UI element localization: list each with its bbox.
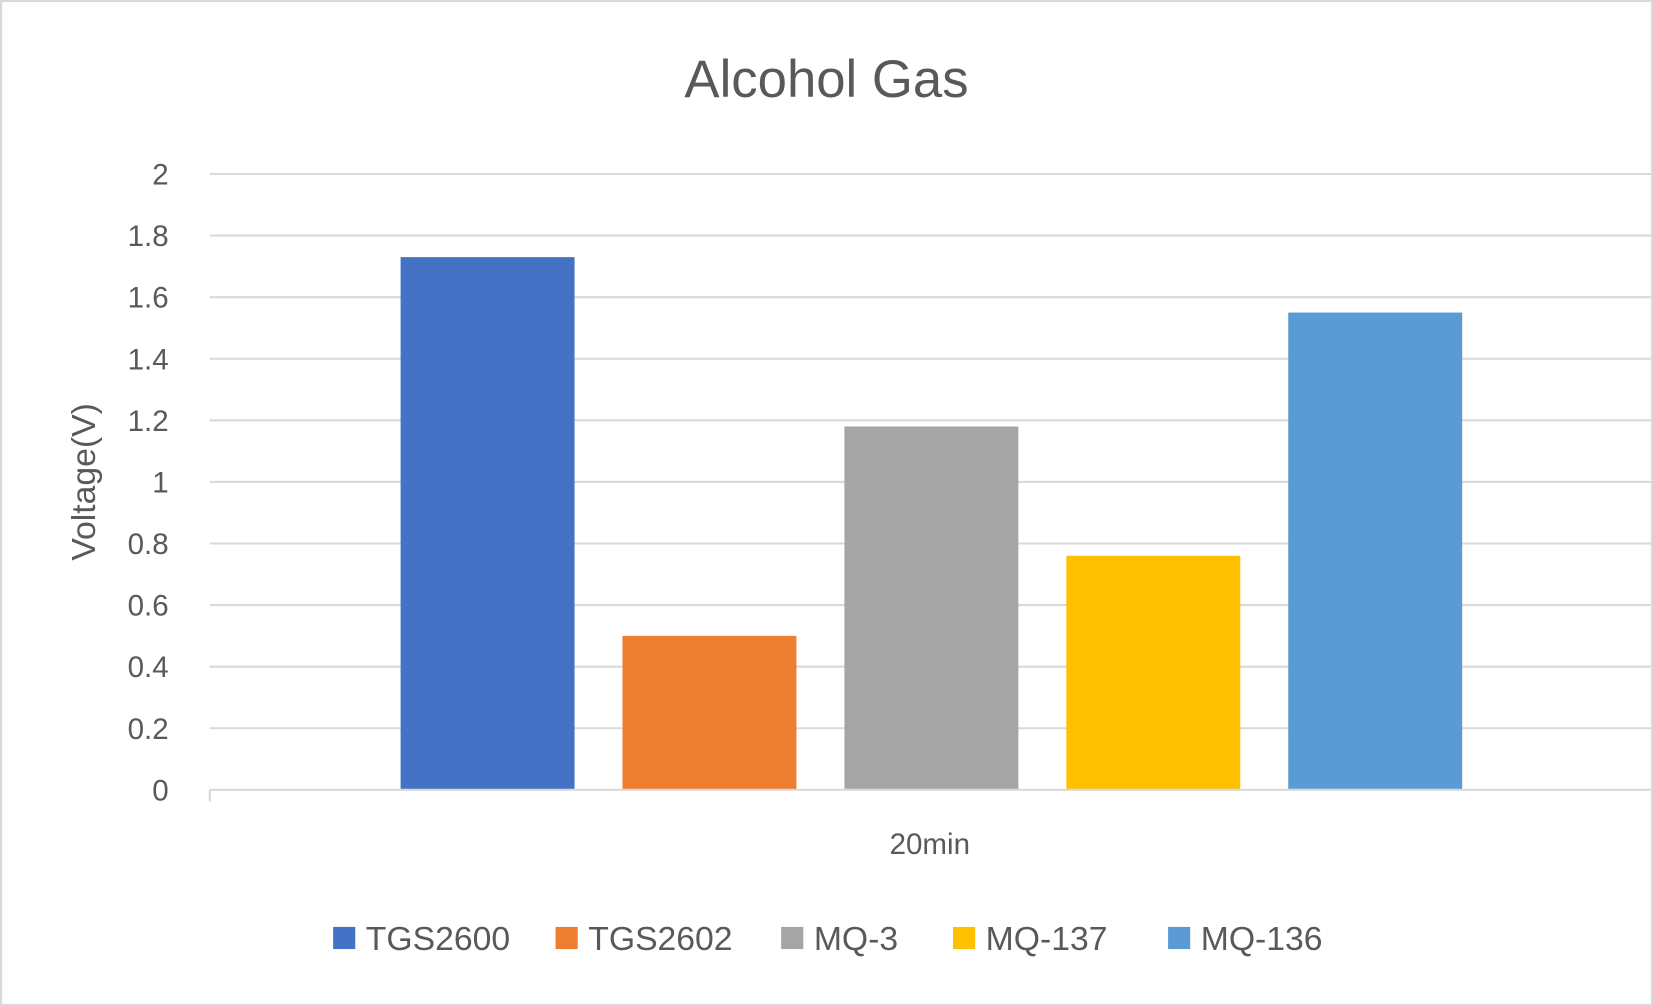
legend-label: TGS2602	[588, 920, 732, 958]
y-tick-label: 1.2	[128, 405, 169, 438]
legend-label: MQ-137	[986, 920, 1108, 958]
y-tick-label: 1	[152, 466, 168, 499]
legend-label: MQ-136	[1201, 920, 1323, 958]
legend-item: TGS2602	[555, 920, 733, 958]
y-tick-label: 1.4	[128, 343, 169, 376]
legend-label: MQ-3	[814, 920, 898, 958]
y-tick-label: 1.6	[128, 282, 169, 315]
y-tick-label: 0.8	[128, 528, 169, 561]
y-tick-label: 2	[152, 159, 168, 192]
legend-swatch	[333, 926, 356, 950]
chart-title: Alcohol Gas	[684, 50, 968, 109]
y-axis-label: Voltage(V)	[65, 403, 103, 560]
legend-label: TGS2600	[366, 920, 510, 958]
y-tick-label: 1.8	[128, 220, 169, 253]
bars	[400, 257, 1463, 790]
legend-item: MQ-136	[1168, 920, 1323, 958]
bar-mq-137	[1066, 555, 1241, 790]
y-tick-labels: 0 0.2 0.4 0.6 0.8 1 1.2 1.4 1.6 1.8 2	[128, 159, 169, 808]
y-tick-label: 0	[152, 774, 168, 807]
y-tick-label: 0.4	[128, 651, 169, 684]
legend-item: MQ-3	[781, 920, 898, 958]
bar-mq-3	[844, 426, 1019, 790]
legend-swatch	[1168, 926, 1191, 950]
legend: TGS2600 TGS2602 MQ-3 MQ-137 MQ-136	[333, 920, 1323, 958]
legend-item: TGS2600	[333, 920, 510, 958]
x-category-label: 20min	[890, 828, 970, 861]
legend-swatch	[781, 926, 804, 950]
legend-swatch	[953, 926, 976, 950]
bar-tgs2600	[400, 257, 575, 790]
legend-swatch	[555, 926, 578, 950]
legend-item: MQ-137	[953, 920, 1107, 958]
bar-mq-136	[1288, 312, 1463, 790]
y-tick-label: 0.2	[128, 713, 169, 746]
y-tick-label: 0.6	[128, 590, 169, 623]
bar-tgs2602	[622, 635, 797, 790]
